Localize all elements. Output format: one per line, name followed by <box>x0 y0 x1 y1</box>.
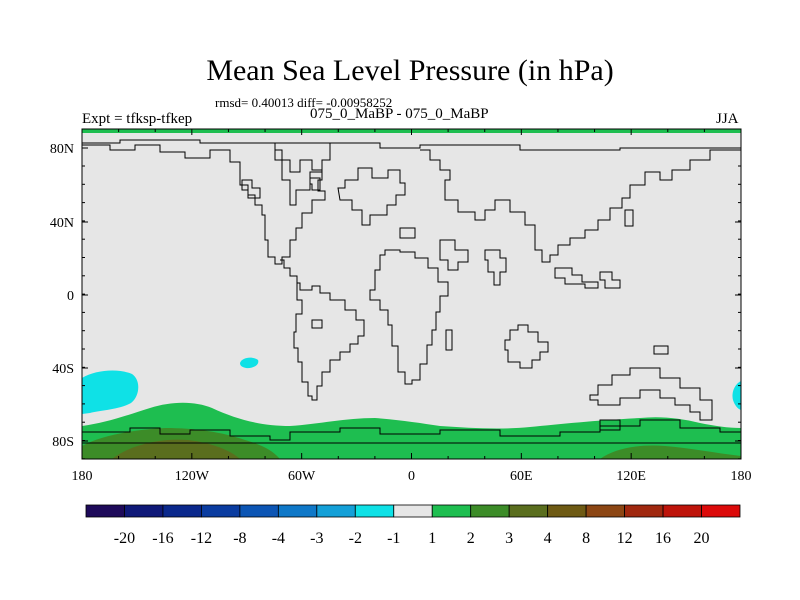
colorbar-swatch <box>277 504 318 518</box>
colorbar-label: 4 <box>544 530 552 547</box>
coastline-new-zealand <box>653 345 669 355</box>
lat-label: 40N <box>50 216 74 231</box>
rmsd-diff-stats: rmsd= 0.40013 diff= -0.00958252 <box>215 95 393 110</box>
colorbar-label: 12 <box>617 530 633 547</box>
lon-label: 0 <box>408 469 415 484</box>
colorbar-swatch <box>162 504 202 518</box>
coastline-north-america <box>82 143 326 265</box>
colorbar-label: 16 <box>655 530 671 547</box>
lon-label: 120E <box>616 469 646 484</box>
coastline-africa <box>369 249 449 385</box>
lon-label: 180 <box>731 469 752 484</box>
colorbar-label: -8 <box>233 530 246 547</box>
coastline-hudson-bay <box>241 179 261 199</box>
coastline-arctic-top <box>82 139 330 144</box>
colorbar-label: -20 <box>114 530 135 547</box>
colorbar-label: 2 <box>467 530 475 547</box>
contour-fill-positive-3-east <box>600 445 741 459</box>
coastline-black-sea <box>399 227 416 239</box>
colorbar-swatch <box>624 504 664 518</box>
colorbar: -20 -16 -12 -8 -4 -3 -2 -1 1 2 3 4 8 12 16 20 <box>85 504 741 547</box>
colorbar-label: 20 <box>694 530 710 547</box>
colorbar-swatch <box>201 504 241 518</box>
colorbar-swatch <box>124 504 164 518</box>
coastline-south-america <box>293 282 365 401</box>
coastline-greenland <box>274 143 331 206</box>
coastline-europe <box>337 167 406 226</box>
lat-label: 80N <box>50 142 74 157</box>
coastline-new-guinea <box>599 271 621 289</box>
coastline-arabia <box>439 239 469 271</box>
colorbar-label: 1 <box>428 530 436 547</box>
longitude-axis: 180 120W 60W 0 60E 120E 180 <box>72 129 752 484</box>
map-title: Mean Sea Level Pressure (in hPa) <box>206 54 614 87</box>
expt-label: Expt = tfksp-tfkep <box>82 111 193 127</box>
contour-fill-positive-4 <box>112 439 240 459</box>
colorbar-swatch <box>239 504 279 518</box>
coastline-small-island <box>311 319 323 329</box>
coastline-eurasia <box>330 142 741 151</box>
coastline-australia <box>504 324 549 369</box>
colorbar-swatch <box>585 504 625 518</box>
coastline-japan <box>624 209 634 227</box>
lon-label: 120W <box>175 469 210 484</box>
colorbar-swatch <box>547 504 587 518</box>
colorbar-label: -3 <box>310 530 323 547</box>
colorbar-label: -12 <box>191 530 212 547</box>
coastline-se-asia-islands <box>554 267 599 289</box>
colorbar-swatch <box>316 504 356 518</box>
coastline-ross-sea <box>599 419 621 431</box>
lat-label: 0 <box>67 289 74 304</box>
experiment-label: 075_0_MaBP - 075_0_MaBP <box>310 106 489 122</box>
colorbar-swatch <box>85 504 125 518</box>
contour-fill-negative-west <box>82 370 139 414</box>
colorbar-swatch <box>662 504 702 518</box>
colorbar-label: 8 <box>582 530 590 547</box>
season-label: JJA <box>716 111 739 127</box>
colorbar-label: -1 <box>387 530 400 547</box>
colorbar-label: -2 <box>349 530 362 547</box>
coastline-india <box>484 249 507 286</box>
lon-label: 180 <box>72 469 93 484</box>
lat-label: 80S <box>52 435 74 450</box>
colorbar-swatch <box>431 504 472 518</box>
colorbar-swatch <box>470 504 510 518</box>
colorbar-label: -4 <box>272 530 285 547</box>
coastline-antarctic-peninsula <box>589 367 713 421</box>
lat-label: 40S <box>52 362 74 377</box>
colorbar-swatch <box>354 504 395 518</box>
coastline-scandinavia <box>309 177 321 191</box>
coastline-madagascar <box>445 329 453 351</box>
coastline-antarctica <box>82 419 741 441</box>
colorbar-swatch <box>701 504 741 518</box>
colorbar-swatch <box>393 504 433 518</box>
contour-fill-negative-east <box>732 381 741 410</box>
lon-label: 60E <box>510 469 533 484</box>
colorbar-label: -16 <box>152 530 173 547</box>
latitude-axis: 80N 40N 0 40S 80S <box>50 142 741 460</box>
coastline-asia <box>420 149 741 263</box>
coastlines <box>82 139 741 444</box>
colorbar-label: 3 <box>505 530 513 547</box>
contour-fill-negative-small <box>240 357 259 369</box>
coastline-central-america <box>280 259 298 283</box>
lon-label: 60W <box>288 469 316 484</box>
colorbar-swatch <box>508 504 549 518</box>
